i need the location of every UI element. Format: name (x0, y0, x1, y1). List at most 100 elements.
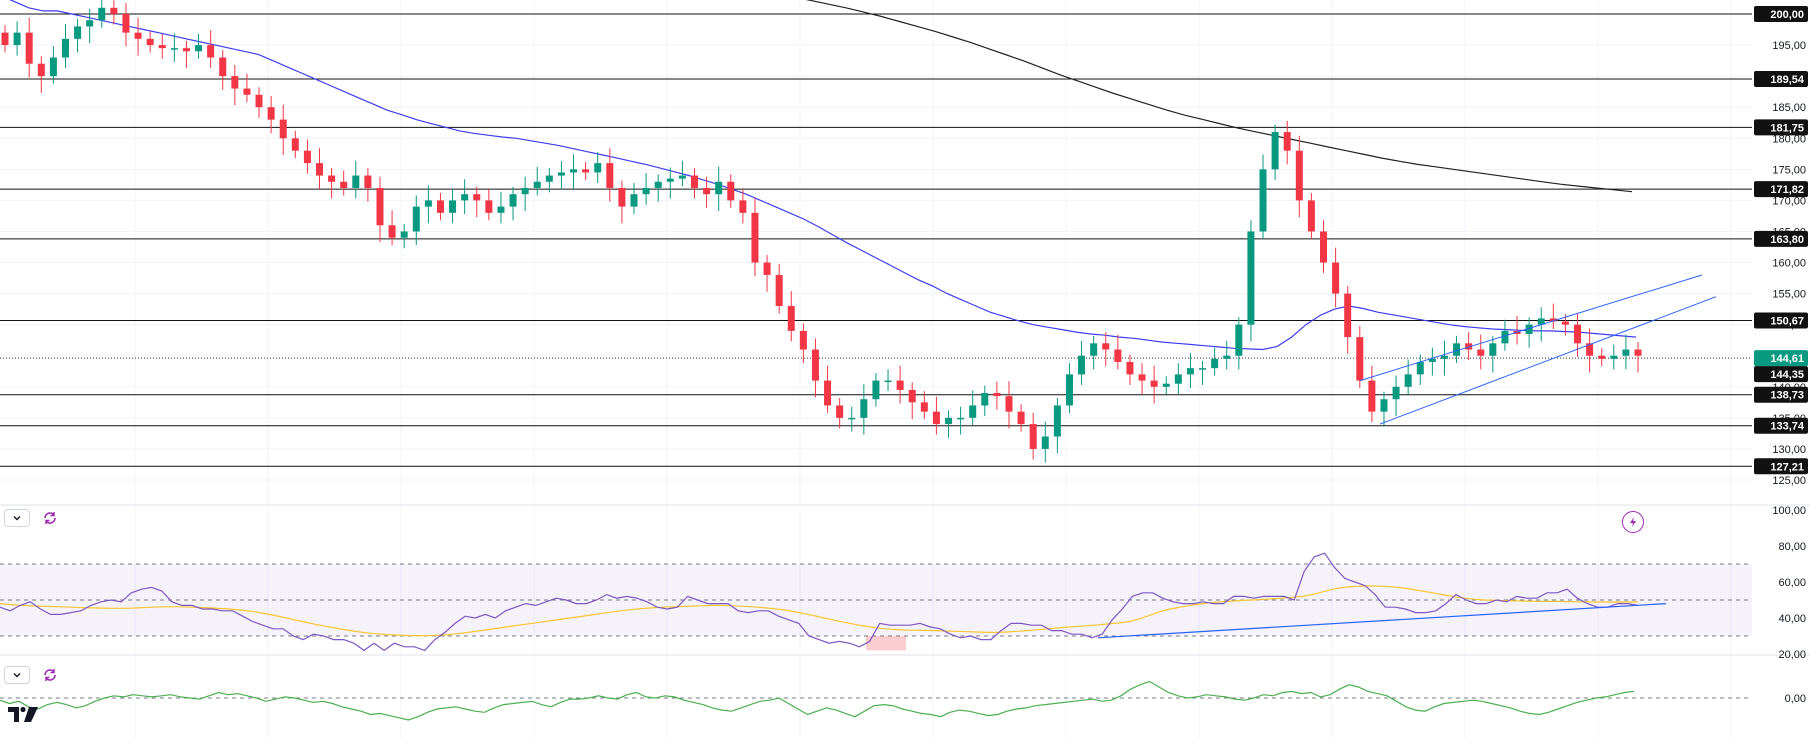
candle-body (364, 175, 372, 188)
candle-body (993, 393, 1001, 397)
candle-body (715, 181, 723, 195)
candle-body (1404, 374, 1412, 387)
candle-body (1380, 399, 1388, 412)
candle-body (1259, 169, 1267, 232)
candle-body (1574, 324, 1582, 344)
candle-body (848, 417, 856, 420)
flash-button[interactable] (1622, 511, 1644, 533)
candle-body (1065, 374, 1073, 406)
candle-body (582, 169, 590, 173)
candle-body (61, 38, 69, 58)
candle-body (134, 32, 142, 39)
candle-body (182, 48, 190, 52)
level-label-bg (1754, 181, 1808, 198)
candle-body (195, 45, 203, 52)
candle-body (1223, 355, 1231, 359)
candle-body (37, 63, 45, 77)
candle-body (787, 306, 795, 331)
candle-body (1586, 343, 1594, 356)
price-axis-tick: 125,00 (1772, 475, 1806, 487)
price-axis-tick: 160,00 (1772, 258, 1806, 270)
candle-body (110, 7, 118, 14)
candle-body (485, 200, 493, 213)
candle-body (473, 194, 481, 201)
reload-momentum-button[interactable] (41, 666, 59, 684)
candle-body (727, 181, 735, 201)
candle-body (1307, 200, 1315, 232)
candle-body (1017, 411, 1025, 425)
candle-body (400, 231, 408, 238)
candle-body (1453, 343, 1461, 356)
candle-body (1150, 380, 1158, 387)
level-label-text: 163,80 (1770, 234, 1804, 246)
candle-body (1368, 380, 1376, 412)
price-axis: 125,00130,00135,00140,00145,00150,00155,… (1754, 6, 1808, 705)
rsi-axis-tick: 40,00 (1778, 613, 1806, 625)
candle-body (1549, 318, 1557, 322)
level-label-text: 171,82 (1770, 184, 1804, 196)
last-price-label-text: 144,61 (1770, 353, 1804, 365)
candle-body (872, 380, 880, 400)
level-label: 200,00 (1754, 6, 1808, 22)
candle-body (1186, 368, 1194, 375)
candle-body (1489, 343, 1497, 356)
candle-body (860, 399, 868, 418)
rsi-axis-tick: 60,00 (1778, 577, 1806, 589)
candle-body (497, 206, 505, 213)
candle-body (533, 181, 541, 188)
last-price-label: 144,61 (1754, 350, 1808, 367)
candle-body (1005, 396, 1013, 412)
candle-body (449, 200, 457, 213)
collapse-rsi-button[interactable] (4, 509, 30, 527)
candle-body (146, 38, 154, 46)
price-axis-tick: 155,00 (1772, 289, 1806, 301)
candle-body (630, 194, 638, 207)
candle-body (122, 14, 130, 33)
candle-body (908, 389, 916, 403)
rsi-band (0, 564, 1752, 636)
level-label: 171,82 (1754, 181, 1808, 198)
candle-body (1211, 358, 1219, 369)
candle-body (291, 138, 299, 151)
level-label-bg (1754, 312, 1808, 329)
price-pane (0, 0, 1752, 467)
candle-body (243, 88, 251, 95)
level-label-text: 181,75 (1770, 122, 1804, 134)
candle-body (920, 402, 928, 412)
candle-body (1162, 383, 1170, 387)
collapse-momentum-button[interactable] (4, 666, 30, 684)
level-label-text: 200,00 (1770, 9, 1804, 21)
candle-body (303, 150, 311, 164)
candle-body (824, 380, 832, 406)
candle-body (666, 178, 674, 182)
candle-body (570, 169, 578, 173)
price-axis-tick: 180,00 (1772, 133, 1806, 145)
candle-body (1501, 330, 1509, 344)
rsi-axis-tick: 100,00 (1772, 505, 1806, 517)
candle-body (811, 349, 819, 381)
level-label-text: 150,67 (1770, 316, 1804, 328)
candle-body (836, 405, 844, 418)
tradingview-logo-icon[interactable] (7, 704, 41, 724)
candle-body (98, 7, 106, 21)
level-label-text: 133,74 (1770, 421, 1805, 433)
trend-channel-upper (1359, 274, 1703, 382)
candle-body (1029, 424, 1037, 449)
candle-body (1525, 324, 1533, 334)
candle-body (1344, 293, 1352, 338)
candle-body (316, 163, 324, 176)
candle-body (328, 175, 336, 182)
reload-rsi-button[interactable] (41, 509, 59, 527)
trend-channel-lower (1379, 296, 1717, 425)
candle-body (1271, 132, 1279, 170)
lightning-icon (1630, 517, 1636, 527)
rsi-axis-tick: 80,00 (1778, 541, 1806, 553)
candle-body (1610, 355, 1618, 359)
rsi-pane (0, 552, 1752, 652)
reload-icon (44, 669, 56, 681)
level-label: 127,21 (1754, 458, 1808, 475)
rsi-trendline (1097, 603, 1667, 639)
candle-body (1319, 231, 1327, 263)
